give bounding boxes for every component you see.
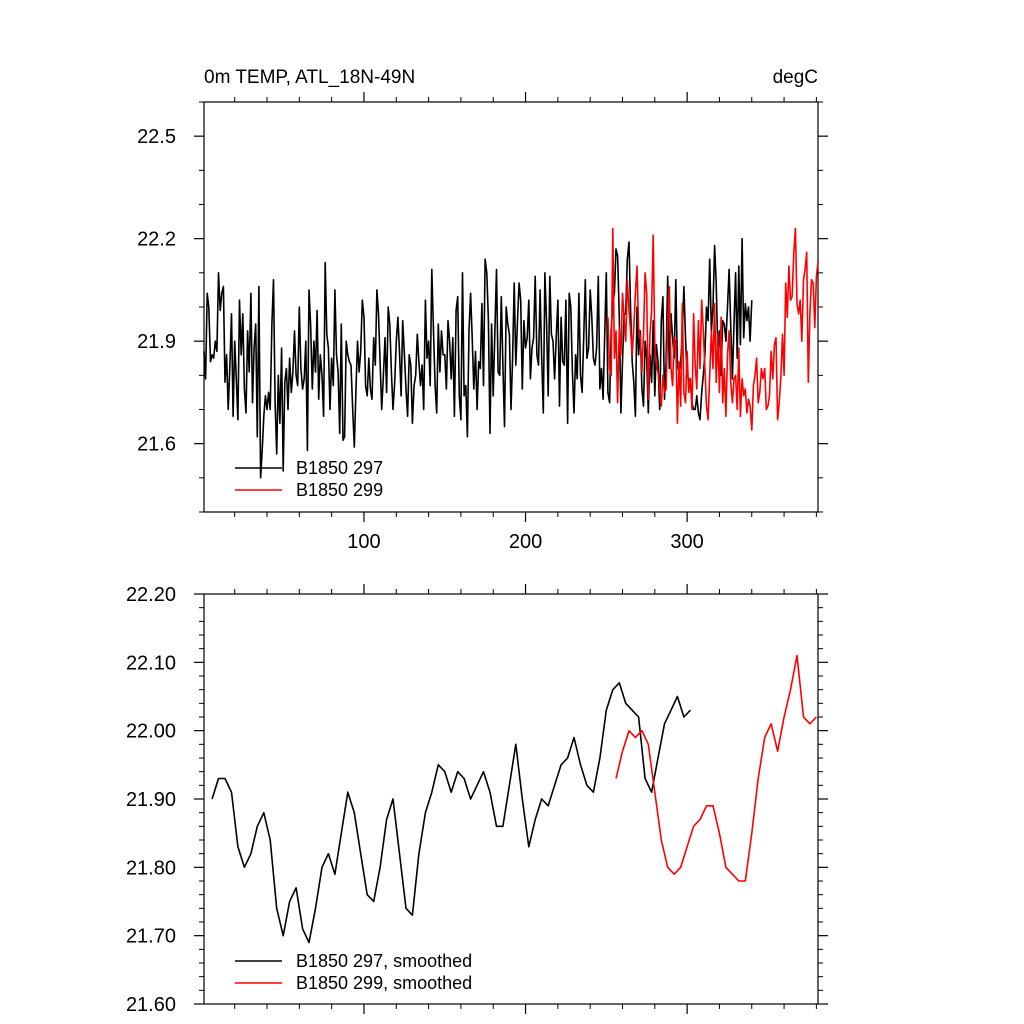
top-panel: 0m TEMP, ATL_18N-49N degC 100 200 300 21.6 2… [137,67,828,553]
x-tick-label: 200 [509,531,542,553]
legend-label-b1850-297-smoothed: B1850 297, smoothed [296,951,472,971]
x-tick-label: 300 [670,531,703,553]
y-tick-label: 22.2 [137,229,176,251]
legend-label-b1850-299-smoothed: B1850 299, smoothed [296,973,472,993]
legend-label-b1850-299: B1850 299 [296,480,383,500]
x-tick-label: 100 [347,531,380,553]
bottom-ticks: 21.60 21.70 21.80 21.90 22.00 22.10 22.20 [126,584,828,1016]
top-legend: B1850 297 B1850 299 [235,458,383,500]
series-line-b1850-299-smoothed [615,654,817,882]
series-line-b1850-297 [203,237,753,479]
y-tick-label: 21.70 [126,926,176,948]
y-tick-label: 21.90 [126,789,176,811]
bottom-plot-frame [203,593,819,1005]
y-tick-label: 22.5 [137,126,176,148]
top-series [203,227,819,479]
y-tick-label: 22.00 [126,721,176,743]
top-title: 0m TEMP, ATL_18N-49N [204,67,415,88]
y-tick-label: 22.20 [126,584,176,606]
y-tick-label: 21.6 [137,434,176,456]
top-units: degC [773,67,818,88]
series-line-b1850-297-smoothed [211,681,691,944]
bottom-series [211,654,817,944]
y-tick-label: 21.80 [126,857,176,879]
y-tick-label: 21.9 [137,331,176,353]
legend-label-b1850-297: B1850 297 [296,458,383,478]
y-tick-label: 21.60 [126,994,176,1016]
bottom-panel: 21.60 21.70 21.80 21.90 22.00 22.10 22.20 B185… [126,584,828,1016]
series-line-b1850-299 [607,227,819,431]
y-tick-label: 22.10 [126,652,176,674]
bottom-legend: B1850 297, smoothed B1850 299, smoothed [235,951,472,993]
top-ticks: 100 200 300 21.6 21.9 22.2 22.5 [137,92,828,553]
top-plot-frame [203,101,819,513]
